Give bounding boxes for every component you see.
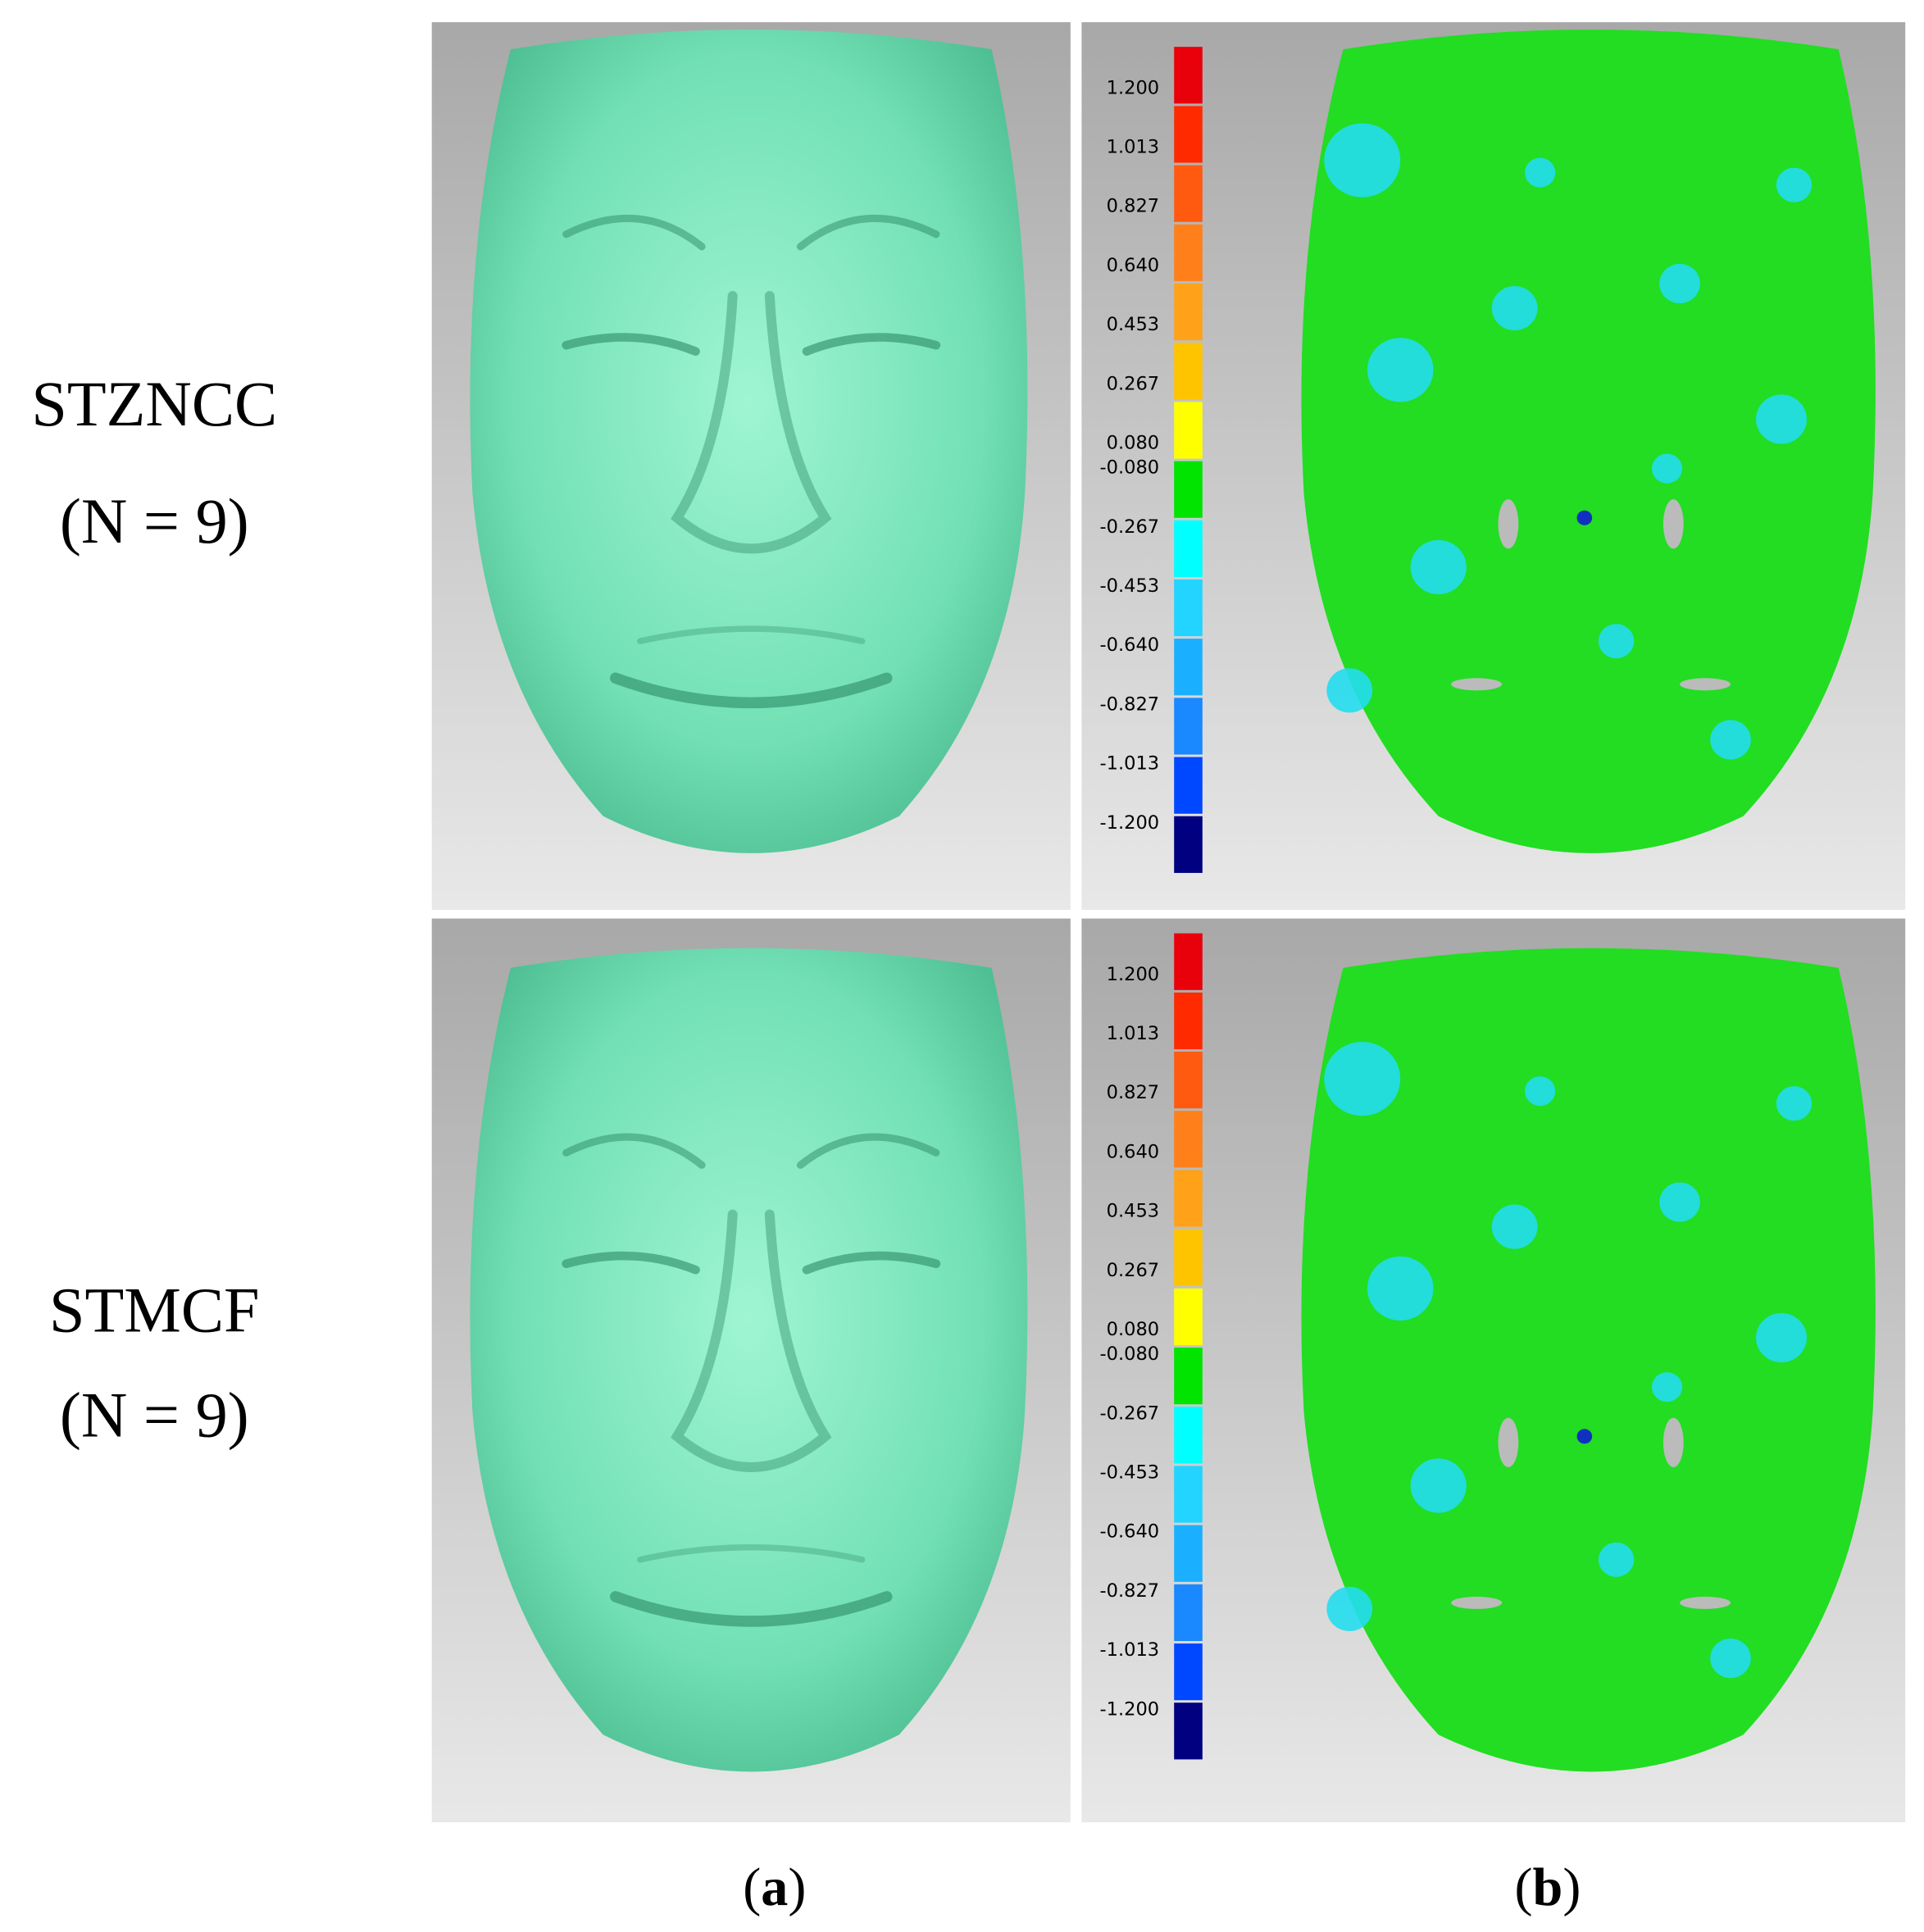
colorbar-swatch: [1174, 639, 1203, 696]
colorbar-swatch: [1174, 165, 1203, 222]
colorbar-swatch: [1174, 816, 1203, 873]
colorbar-label: 0.267: [1107, 373, 1160, 394]
sample-count-label: (N = 9): [60, 1379, 249, 1450]
colorbar-label: 1.013: [1107, 1023, 1160, 1044]
colorbar-swatch: [1174, 1584, 1203, 1642]
method-label: STZNCC: [31, 368, 277, 439]
colorbar-label: -0.640: [1099, 634, 1159, 656]
colorbar-swatch: [1174, 106, 1203, 163]
colorbar-swatch: [1174, 520, 1203, 577]
colorbar-label: 1.013: [1107, 137, 1160, 158]
colorbar-swatch: [1174, 47, 1203, 104]
colorbar-swatch: [1174, 1407, 1203, 1464]
colorbar-swatch: [1174, 1170, 1203, 1227]
colorbar-swatch: [1174, 224, 1203, 281]
colorbar-swatch: [1174, 1702, 1203, 1760]
colorbar-swatch: [1174, 343, 1203, 400]
colorbar-swatch: [1174, 1229, 1203, 1286]
colorbar-label: -0.453: [1099, 1462, 1159, 1483]
colorbar-label: -0.640: [1099, 1521, 1159, 1543]
colorbar-label: -0.080: [1099, 457, 1159, 479]
colorbar-swatch: [1174, 933, 1203, 990]
caption-letter: a: [761, 1857, 788, 1917]
colorbar-swatch: [1174, 1111, 1203, 1168]
caption-letter: b: [1533, 1857, 1563, 1917]
caption-open: (: [1515, 1857, 1533, 1917]
deviation-map: [1301, 30, 1875, 853]
colorbar-swatch: [1174, 1052, 1203, 1109]
colorbar-swatch: [1174, 283, 1203, 341]
colorbar-label: 0.640: [1107, 1141, 1160, 1162]
colorbar-swatch: [1174, 757, 1203, 814]
colorbar-swatch: [1174, 1643, 1203, 1701]
face-mesh: [470, 30, 1028, 853]
colorbar-label: -0.080: [1099, 1343, 1159, 1365]
colorbar: 1.200 1.013 0.827 0.640 0.453 0.267 0.080 -0.08…: [1099, 933, 1203, 1760]
colorbar-swatch: [1174, 1466, 1203, 1523]
colorbar-swatch: [1174, 402, 1203, 459]
colorbar-swatch: [1174, 992, 1203, 1050]
colorbar-swatch: [1174, 461, 1203, 518]
colorbar-label: -0.827: [1099, 693, 1159, 715]
colorbar: 1.200 1.013 0.827 0.640 0.453 0.267 0.080 -0.08…: [1099, 47, 1203, 873]
colorbar-label: -1.013: [1099, 1639, 1159, 1661]
colorbar-label: 0.267: [1107, 1260, 1160, 1281]
colorbar-swatch: [1174, 1525, 1203, 1582]
sample-count-label: (N = 9): [60, 485, 249, 557]
colorbar-swatch: [1174, 579, 1203, 637]
colorbar-label: -1.200: [1099, 1698, 1159, 1720]
caption-close: ): [1562, 1857, 1581, 1917]
panel-row-2: [431, 918, 1906, 1823]
panel-caption: (b): [1515, 1857, 1581, 1917]
colorbar-swatch: [1174, 1288, 1203, 1346]
caption-open: (: [743, 1857, 761, 1917]
colorbar-label: 0.080: [1107, 1319, 1160, 1340]
panel-caption: (a): [743, 1857, 806, 1917]
colorbar-label: 0.453: [1107, 314, 1160, 335]
colorbar-swatch: [1174, 1348, 1203, 1405]
colorbar-label: 0.080: [1107, 433, 1160, 454]
colorbar-label: 1.200: [1107, 964, 1160, 985]
colorbar-label: 1.200: [1107, 77, 1160, 98]
colorbar-label: 0.640: [1107, 255, 1160, 276]
colorbar-label: 0.453: [1107, 1201, 1160, 1222]
colorbar-label: -1.013: [1099, 753, 1159, 775]
colorbar-label: -0.267: [1099, 1402, 1159, 1424]
colorbar-label: 0.827: [1107, 1082, 1160, 1103]
deviation-map: [1301, 948, 1875, 1772]
colorbar-label: -0.453: [1099, 575, 1159, 597]
colorbar-label: -1.200: [1099, 812, 1159, 834]
colorbar-swatch: [1174, 698, 1203, 755]
panel-row-1: [431, 22, 1906, 911]
face-mesh: [470, 948, 1028, 1772]
colorbar-label: 0.827: [1107, 196, 1160, 217]
colorbar-label: -0.267: [1099, 516, 1159, 538]
method-label: STMCF: [49, 1274, 259, 1345]
colorbar-label: -0.827: [1099, 1580, 1159, 1602]
caption-close: ): [788, 1857, 806, 1917]
